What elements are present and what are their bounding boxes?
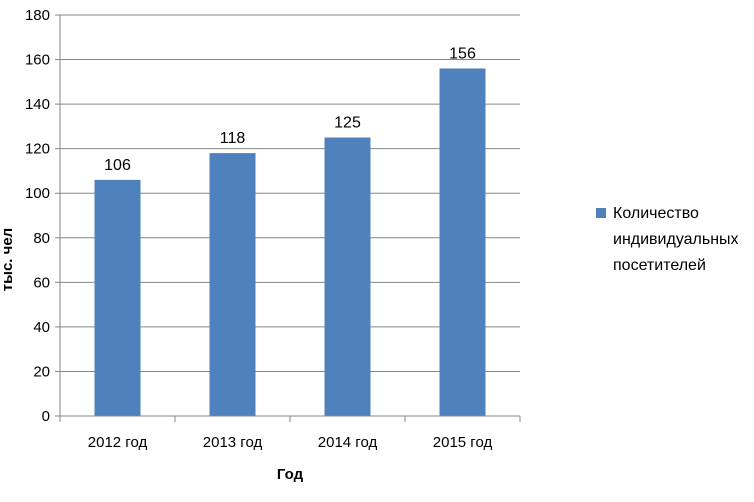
data-label: 156 <box>449 45 476 62</box>
y-tick-label: 100 <box>25 185 50 202</box>
y-tick-label: 120 <box>25 141 50 158</box>
bar <box>209 153 256 416</box>
y-tick-label: 40 <box>33 319 50 336</box>
y-tick-labels: 0 20 40 60 80 100 120 140 160 180 <box>25 7 50 425</box>
y-tick-label: 140 <box>25 96 50 113</box>
legend-line: индивидуальных <box>613 231 739 248</box>
legend-label: Количество индивидуальных посетителей <box>613 205 739 274</box>
legend-line: Количество <box>613 205 699 222</box>
x-axis-title: Год <box>277 466 304 483</box>
legend-line: посетителей <box>613 257 706 274</box>
x-tick-label: 2014 год <box>318 434 378 451</box>
axes <box>55 14 521 422</box>
bar <box>439 68 486 416</box>
bar <box>324 137 371 416</box>
y-tick-label: 80 <box>33 230 50 247</box>
y-axis-title: тыс. чел <box>0 228 16 291</box>
y-tick-label: 180 <box>25 7 50 24</box>
y-tick-label: 60 <box>33 274 50 291</box>
data-label: 118 <box>220 130 246 147</box>
data-labels: 106 118 125 156 <box>104 45 476 173</box>
y-tick-label: 20 <box>33 363 50 380</box>
legend: Количество индивидуальных посетителей <box>596 205 739 274</box>
y-tick-label: 0 <box>42 408 50 425</box>
bar <box>94 179 141 416</box>
data-label: 106 <box>104 157 131 174</box>
x-tick-labels: 2012 год 2013 год 2014 год 2015 год <box>88 434 493 451</box>
bars <box>94 68 486 416</box>
x-tick-label: 2013 год <box>203 434 263 451</box>
data-label: 125 <box>334 115 361 132</box>
y-tick-label: 160 <box>25 52 50 69</box>
x-tick-label: 2015 год <box>433 434 493 451</box>
legend-swatch <box>596 208 606 218</box>
x-tick-label: 2012 год <box>88 434 148 451</box>
